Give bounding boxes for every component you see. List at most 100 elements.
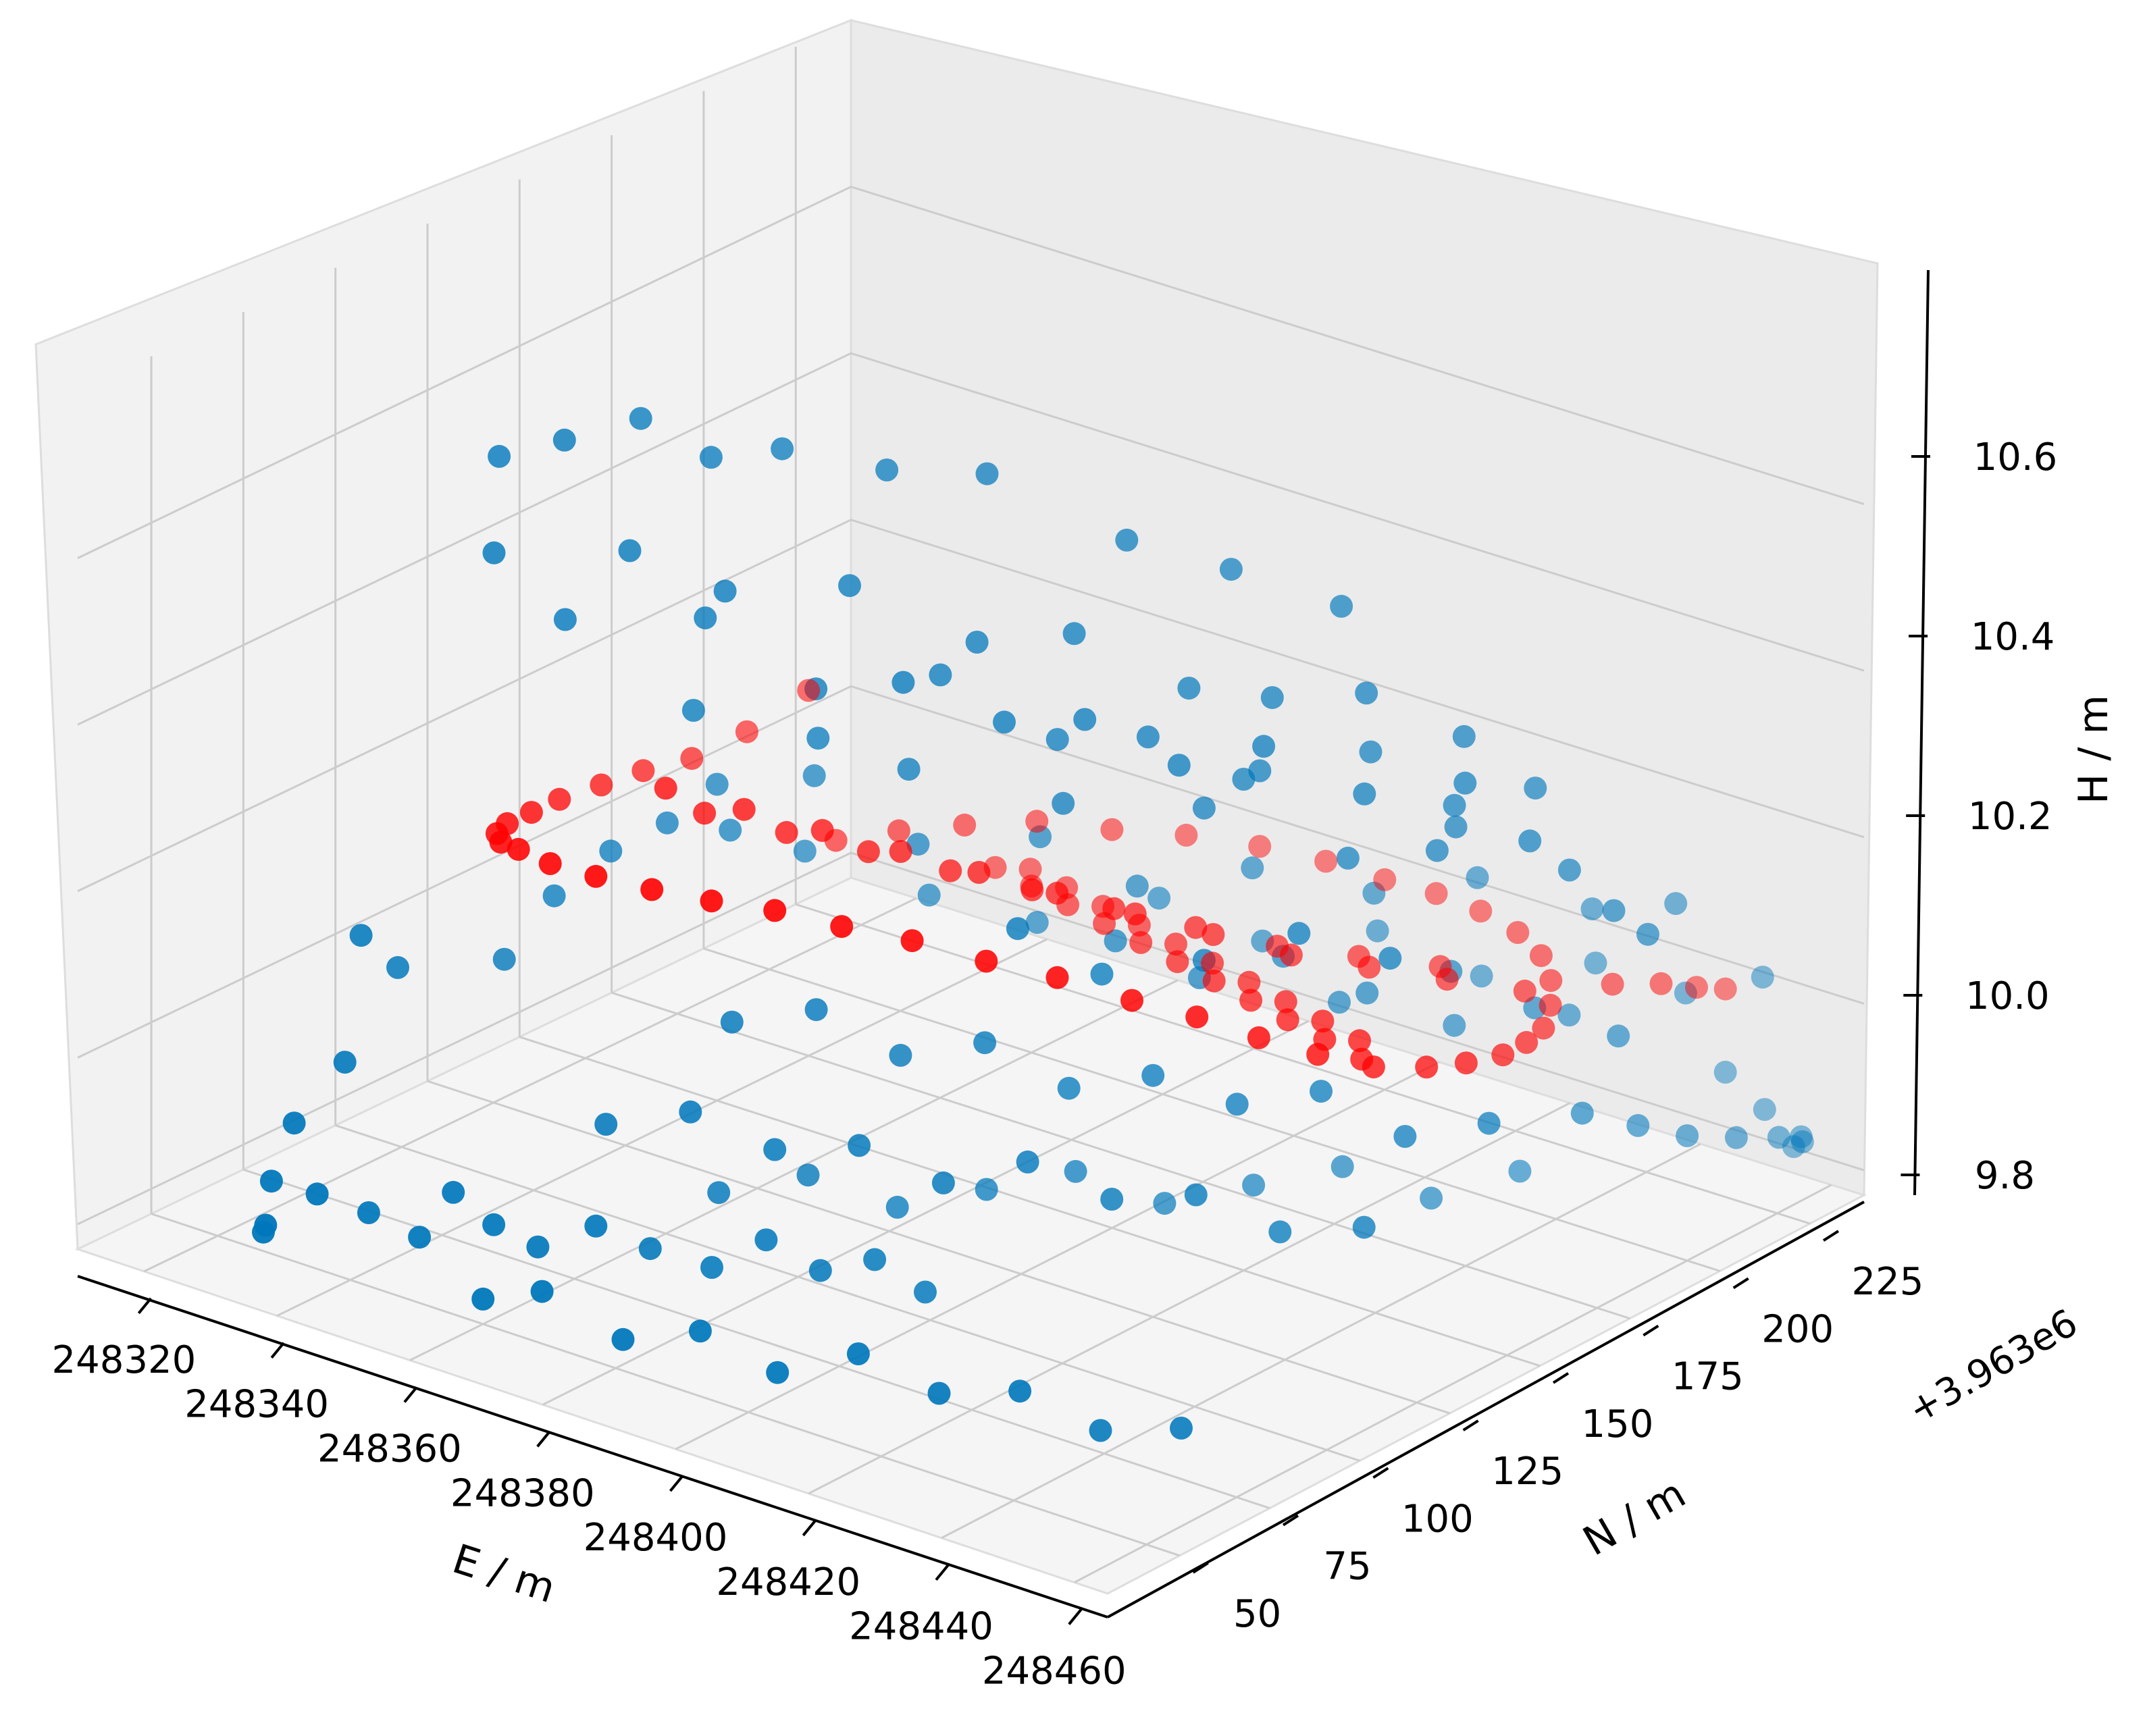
data-point-blue [975,462,999,485]
data-point-blue [699,446,723,469]
data-point-blue [1268,1220,1292,1244]
data-point-blue [1219,558,1243,581]
data-point-blue [305,1182,329,1206]
data-point-blue [931,1171,955,1194]
data-point-blue [1057,1076,1081,1100]
data-point-blue [796,1163,820,1187]
data-point-red [1313,1028,1337,1051]
data-point-red [1091,895,1114,918]
data-point-blue [282,1111,306,1135]
x-axis-line [77,1275,1108,1619]
data-point-red [810,818,834,842]
data-point-blue [349,924,373,947]
data-point-blue [1508,1159,1532,1183]
data-point-red [1491,1043,1515,1067]
x-tick-mark [669,1475,684,1492]
data-point-blue [1052,791,1075,815]
data-point-blue [1328,991,1351,1014]
data-point-blue [1607,1024,1630,1048]
data-point-red [1239,989,1263,1012]
y-tick-label: 100 [1401,1497,1474,1541]
data-point-red [775,820,798,844]
data-point-red [1276,1008,1299,1032]
data-point-blue [1443,1014,1466,1037]
data-point-blue [1518,829,1542,853]
data-point-red [1428,955,1452,978]
data-point-red [654,777,677,800]
data-point-blue [720,1010,744,1034]
data-point-blue [1330,1155,1354,1178]
data-point-blue [1330,594,1353,618]
data-point-red [983,856,1007,879]
x-axis-label: E / m [447,1535,561,1612]
data-point-blue [1355,681,1378,705]
data-point-blue [584,1214,608,1238]
data-point-blue [1310,1080,1333,1103]
data-point-red [1424,882,1448,905]
data-point-blue [488,444,511,468]
x-tick-label: 248440 [849,1605,993,1649]
data-point-blue [553,608,577,631]
data-point-red [1529,944,1553,968]
data-point-blue [1453,771,1477,795]
data-point-blue [914,1280,937,1304]
y-tick-mark [1552,1372,1570,1384]
y-tick-label: 50 [1233,1592,1281,1636]
data-point-red [680,747,704,770]
x-tick-mark [137,1297,152,1315]
pane-floor [75,876,1867,1595]
data-point-blue [1444,815,1468,839]
data-point-blue [891,670,915,694]
data-point-blue [889,1043,912,1067]
data-point-red [1649,972,1673,995]
y-tick-label: 175 [1672,1355,1744,1399]
data-point-blue [1241,856,1264,880]
data-point-red [1454,1051,1478,1075]
data-point-red [590,773,613,797]
data-point-blue [629,406,652,430]
data-point-blue [906,833,930,856]
data-point-blue [1477,1111,1501,1135]
data-point-blue [1016,1150,1039,1174]
grid-line-floor-x [1074,1184,1832,1583]
data-point-blue [1353,782,1376,806]
data-point-blue [713,579,737,603]
data-point-red [1237,970,1261,994]
data-point-blue [1090,962,1114,986]
data-point-blue [1789,1125,1813,1149]
data-point-red [975,949,998,973]
data-point-blue [259,1169,283,1193]
data-point-red [1174,823,1198,847]
data-point-red [797,679,821,702]
y-tick-label: 125 [1491,1450,1563,1494]
data-point-red [640,878,664,901]
data-point-blue [1674,981,1697,1005]
data-point-blue [1751,966,1774,989]
x-tick-mark [1068,1608,1083,1625]
data-point-red [1373,868,1397,891]
data-point-red [1248,835,1272,858]
data-point-blue [492,947,516,971]
data-point-red [939,859,962,883]
data-point-red [489,831,513,854]
data-point-blue [719,818,742,842]
y-tick-mark [1822,1230,1840,1242]
data-point-blue [754,1228,778,1252]
data-point-blue [707,1181,731,1205]
y-axis-ticks: 50 75 100 125 150 175 200 225 [1192,1230,1923,1636]
data-point-blue [1790,1130,1814,1153]
data-point-blue [1073,708,1097,731]
data-point-blue [863,1248,887,1271]
data-point-blue [1753,1098,1776,1122]
data-point-red [631,759,655,783]
data-point-red [1120,989,1143,1012]
x-tick-mark [536,1431,551,1448]
data-point-red [1202,969,1226,993]
data-point-blue [679,1100,702,1124]
data-point-blue [1192,796,1216,820]
z-tick-label: 10.2 [1968,795,2052,839]
x-tick-label: 248420 [716,1560,860,1604]
data-point-blue [333,1051,357,1074]
grid-line-floor-y [151,1213,1181,1557]
data-point-blue [1724,1126,1748,1149]
